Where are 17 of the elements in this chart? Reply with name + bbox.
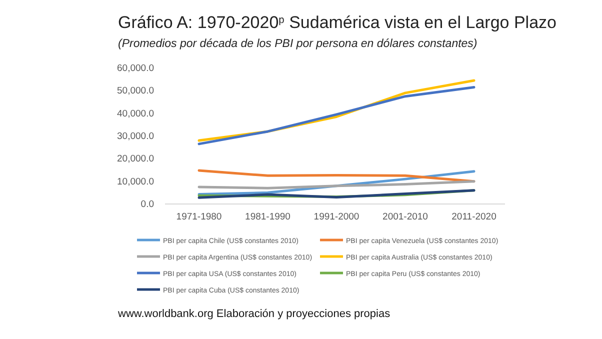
y-tick-label: 50,000.0 xyxy=(117,86,154,97)
x-tick-label: 1991-2000 xyxy=(314,212,360,223)
y-tick-label: 30,000.0 xyxy=(117,131,154,142)
line-series xyxy=(198,86,476,146)
x-tick-label: 2001-2010 xyxy=(382,212,428,223)
line-series xyxy=(198,180,476,190)
x-tick-label: 1971-1980 xyxy=(176,212,222,223)
y-tick-label: 20,000.0 xyxy=(117,154,154,165)
y-tick-label: 60,000.0 xyxy=(117,63,154,74)
text: www.worldbank.org Elaboración y proyecciones propias xyxy=(117,308,391,320)
chart-subtitle: (Promedios por década de los PBI por persona en dólares constantes) xyxy=(118,38,478,50)
x-tick-label: 1981-1990 xyxy=(245,212,290,223)
chart-title: Gráfico A: 1970-2020$^{p}$ Sudamérica vista en el Largo Plazo xyxy=(118,13,556,32)
y-tick-label: 40,000.0 xyxy=(117,108,154,120)
y-tick-label: 0.0 xyxy=(140,199,154,210)
y-tick-label: 10,000.0 xyxy=(117,176,154,188)
x-tick-label: 2011-2020 xyxy=(452,212,496,223)
